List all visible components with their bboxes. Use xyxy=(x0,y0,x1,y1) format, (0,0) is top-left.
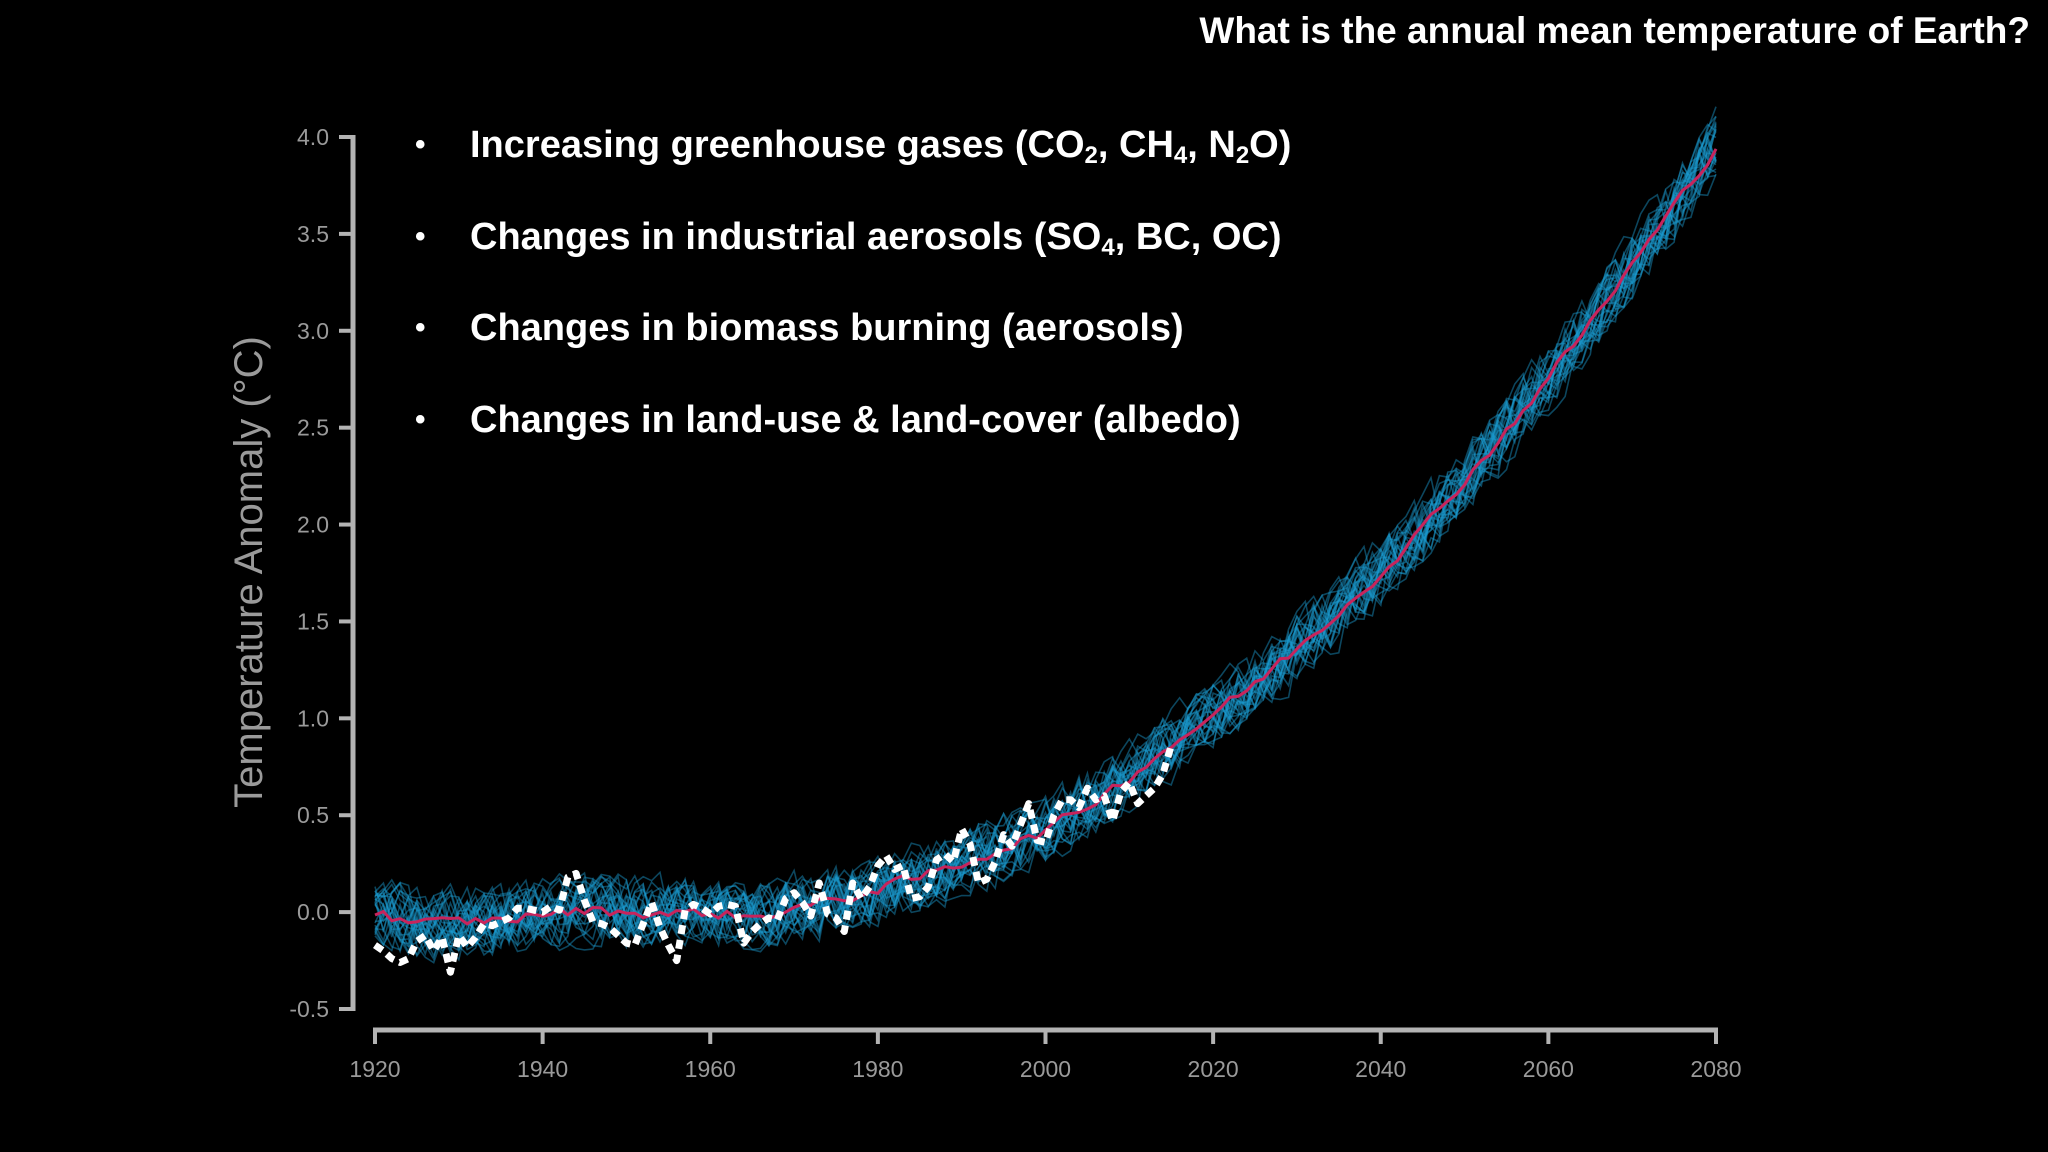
ensemble-member-line xyxy=(374,149,1717,946)
ensemble-member-line xyxy=(374,155,1717,951)
bullet-dot: • xyxy=(415,128,426,161)
bullet-text-part: , BC, OC) xyxy=(1114,215,1282,258)
bullet-text-part: Changes in industrial aerosols (SO xyxy=(470,215,1102,258)
ensemble-member-line xyxy=(374,121,1717,948)
y-tick-label: 3.5 xyxy=(297,221,329,247)
ensemble-member-line xyxy=(374,115,1717,952)
ensemble-member-line xyxy=(374,123,1717,947)
bullet-item: • Changes in industrial aerosols (SO4, BC… xyxy=(415,214,1291,306)
subscript: 4 xyxy=(1101,233,1115,261)
bullet-text: Changes in industrial aerosols (SO4, BC,… xyxy=(470,215,1282,261)
bullet-dot: • xyxy=(415,219,426,253)
ensemble-member-line xyxy=(374,140,1717,952)
y-tick-label: 2.0 xyxy=(297,512,329,538)
y-tick-label: 1.5 xyxy=(297,608,329,634)
y-tick-label: -0.5 xyxy=(289,996,329,1022)
ensemble-mean-line xyxy=(374,148,1718,926)
ensemble-member-line xyxy=(374,131,1717,959)
x-tick-label: 1980 xyxy=(852,1056,903,1082)
subscript: 2 xyxy=(1235,142,1250,169)
ensemble-member-line xyxy=(374,147,1717,944)
y-tick-label: 1.0 xyxy=(297,705,329,731)
ensemble-member-line xyxy=(374,149,1717,964)
x-tick-label: 1960 xyxy=(685,1056,736,1082)
slide-title: What is the annual mean temperature of E… xyxy=(1199,10,2030,51)
y-tick-label: 3.0 xyxy=(297,318,329,344)
bullet-text-part: Changes in land-use & land-cover (albedo… xyxy=(470,398,1241,441)
bullet-list: • Increasing greenhouse gases (CO2, CH4, … xyxy=(415,122,1291,488)
ensemble-member-line xyxy=(374,123,1717,954)
subscript: 4 xyxy=(1173,142,1188,169)
y-axis-label: Temperature Anomaly (°C) xyxy=(227,336,271,808)
bullet-item: • Changes in biomass burning (aerosols) xyxy=(415,305,1291,397)
bullet-text-part: Changes in biomass burning (aerosols) xyxy=(470,307,1184,349)
subscript: 2 xyxy=(1084,142,1098,169)
x-tick-label: 2080 xyxy=(1690,1056,1741,1082)
bullet-text-part: , N xyxy=(1187,124,1236,166)
x-tick-label: 2020 xyxy=(1188,1056,1239,1082)
bullet-dot: • xyxy=(415,402,426,436)
x-tick-label: 2060 xyxy=(1523,1056,1574,1082)
bullet-item: • Increasing greenhouse gases (CO2, CH4, … xyxy=(415,122,1291,214)
ensemble-member-line xyxy=(374,128,1717,951)
x-tick-label: 2040 xyxy=(1355,1056,1406,1082)
bullet-text-part: Increasing greenhouse gases (CO xyxy=(470,124,1085,166)
ensemble-member-line xyxy=(374,152,1717,955)
y-tick-label: 0.0 xyxy=(297,899,329,925)
bullet-text: Increasing greenhouse gases (CO2, CH4, N… xyxy=(470,124,1292,169)
bullet-text-part: , CH xyxy=(1097,124,1174,166)
y-tick-label: 4.0 xyxy=(297,124,329,150)
ensemble-member-line xyxy=(374,124,1717,948)
ensemble-member-line xyxy=(374,148,1717,957)
bullet-text-part: O) xyxy=(1249,124,1292,166)
ensemble-member-line xyxy=(374,133,1717,946)
bullet-text: Changes in biomass burning (aerosols) xyxy=(470,307,1184,349)
y-tick-label: 2.5 xyxy=(297,415,329,441)
x-tick-label: 1940 xyxy=(517,1056,568,1082)
y-tick-label: 0.5 xyxy=(297,802,329,828)
x-tick-label: 2000 xyxy=(1020,1056,1071,1082)
ensemble-member-line xyxy=(374,168,1717,949)
ensemble-member-line xyxy=(374,146,1717,957)
ensemble-member-line xyxy=(374,148,1717,962)
bullet-dot: • xyxy=(415,311,426,344)
observed-temperature-line xyxy=(373,744,1175,976)
bullet-text: Changes in land-use & land-cover (albedo… xyxy=(470,399,1241,441)
x-tick-label: 1920 xyxy=(349,1056,400,1082)
bullet-item: • Changes in land-use & land-cover (albed… xyxy=(415,397,1291,489)
